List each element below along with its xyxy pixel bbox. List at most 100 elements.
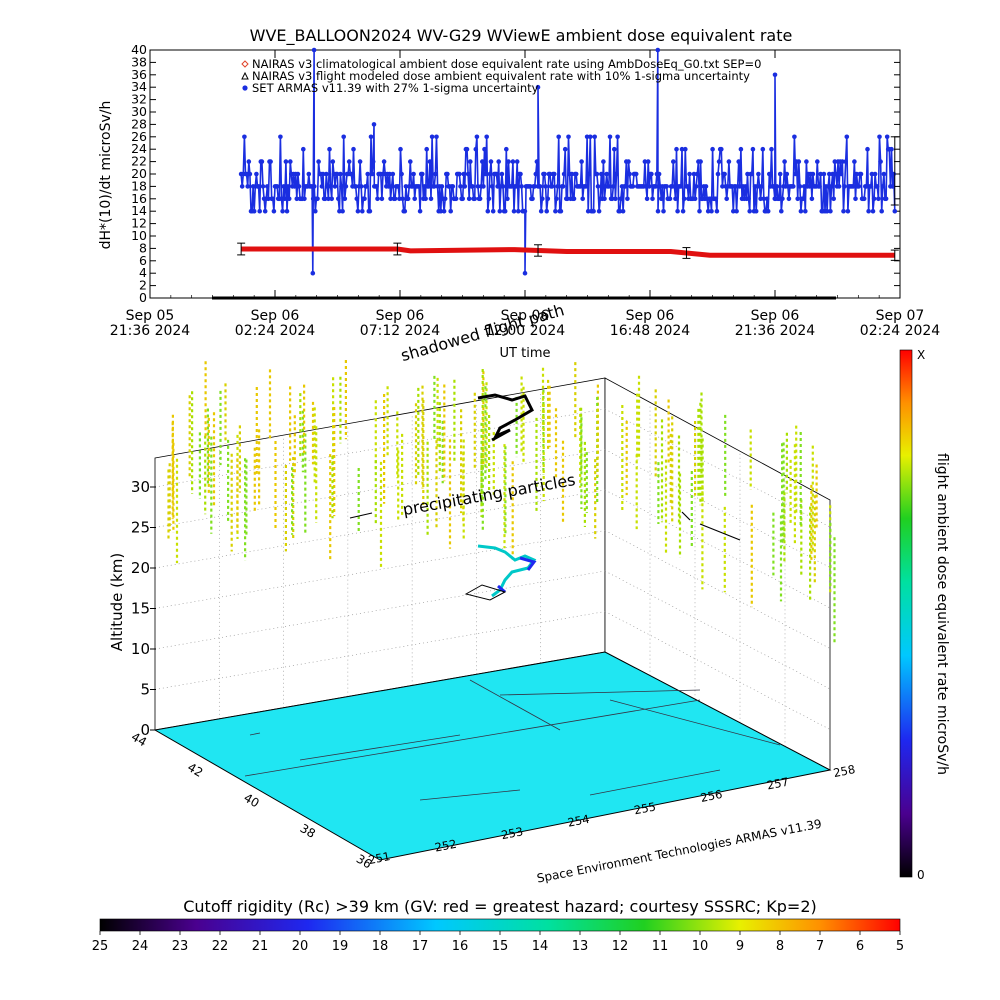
x-tick-label-time: 07:12 2024 [360,323,441,339]
armas-data-point [472,196,478,202]
armas-data-point [649,171,654,177]
chart-title: WVE_BALLOON2024 WV-G29 WViewE ambient do… [250,26,793,46]
armas-data-point [630,184,636,189]
armas-data-point [439,184,445,189]
wall-grid-line [154,408,606,488]
armas-data-point [569,171,575,177]
y-tick-label: 16 [131,191,147,206]
armas-data-point [764,196,770,202]
armas-data-point [865,146,870,152]
armas-data-point [334,171,340,177]
y-tick-label: 32 [131,92,147,107]
armas-data-point [810,171,816,177]
armas-data-point [429,134,435,140]
x-tick-label-time: 21:36 2024 [735,323,816,339]
armas-data-point [487,171,493,177]
armas-data-point [731,208,736,214]
longitude-tick-label: 251 [367,849,391,867]
armas-data-point [683,146,688,152]
armas-data-point [580,196,585,202]
armas-data-point [387,171,392,177]
armas-data-point [285,184,291,189]
armas-data-point [388,196,393,202]
y-tick-label: 8 [139,240,147,255]
x-tick-label-time: 16:48 2024 [610,323,691,339]
armas-data-point [295,171,301,177]
armas-data-point [246,159,252,164]
armas-data-point [495,184,500,189]
armas-data-point [767,171,772,177]
altitude-tick-label: 20 [131,559,150,577]
armas-data-point [408,159,413,164]
armas-data-point [504,146,509,152]
armas-data-point [256,184,261,189]
armas-data-point [809,196,815,202]
armas-data-point [505,196,510,202]
armas-data-point [251,208,257,214]
armas-data-point [324,171,329,177]
armas-data-point [338,171,343,177]
armas-data-point [861,196,867,202]
longitude-tick-label: 258 [832,762,856,780]
y-tick-label: 18 [131,178,147,193]
armas-data-point [389,184,395,189]
armas-data-point [453,196,459,202]
armas-data-point [416,184,422,189]
longitude-tick-label: 257 [766,775,790,793]
armas-data-point [709,208,714,214]
armas-data-point [558,208,564,214]
y-tick-label: 24 [131,141,147,156]
armas-data-point [782,159,787,164]
altitude-tick-label: 30 [131,478,150,496]
armas-data-point [758,196,763,202]
armas-data-point [830,171,835,177]
armas-data-point [543,184,548,189]
x-tick-label-date: Sep 06 [626,308,675,324]
latitude-tick-label: 42 [185,760,205,780]
armas-data-point [461,171,467,177]
legend-dot-icon [242,85,248,91]
armas-data-point [617,208,623,214]
x-tick-label-date: Sep 06 [251,308,300,324]
armas-data-point [280,208,285,214]
armas-data-point [583,184,589,189]
rc-tick-label: 25 [92,939,109,954]
armas-data-point [485,208,491,214]
armas-data-point [868,184,874,189]
armas-data-point [379,196,385,202]
armas-data-point [858,171,864,177]
armas-data-point [680,208,686,214]
armas-data-point [596,208,602,214]
x-tick-label-time: 02:24 2024 [860,323,941,339]
armas-data-point [562,146,568,152]
floor-boundary-line [469,679,561,731]
armas-data-point [482,146,487,152]
armas-data-point [611,184,616,189]
armas-data-point [870,208,876,214]
y-tick-label: 26 [131,129,147,144]
armas-data-point [511,208,517,214]
armas-data-point [354,196,360,202]
armas-data-point [695,171,700,177]
armas-data-point [579,159,584,164]
flight-path-box [464,584,507,601]
armas-data-point [370,159,376,164]
armas-data-point [426,184,432,189]
armas-data-point [274,184,280,189]
armas-data-point [432,184,437,189]
armas-data-point [522,270,528,276]
armas-data-point [797,184,803,189]
armas-data-point [442,196,448,202]
armas-data-point [474,134,480,140]
armas-data-point [457,171,462,177]
floor-boundary-line [589,769,721,796]
armas-data-point [792,134,797,140]
armas-data-point [779,208,784,214]
armas-data-point [884,134,890,140]
armas-data-point [750,146,756,152]
armas-data-point [664,184,669,189]
armas-data-point [528,184,533,189]
armas-data-point [292,184,297,189]
armas-data-point [328,184,333,189]
